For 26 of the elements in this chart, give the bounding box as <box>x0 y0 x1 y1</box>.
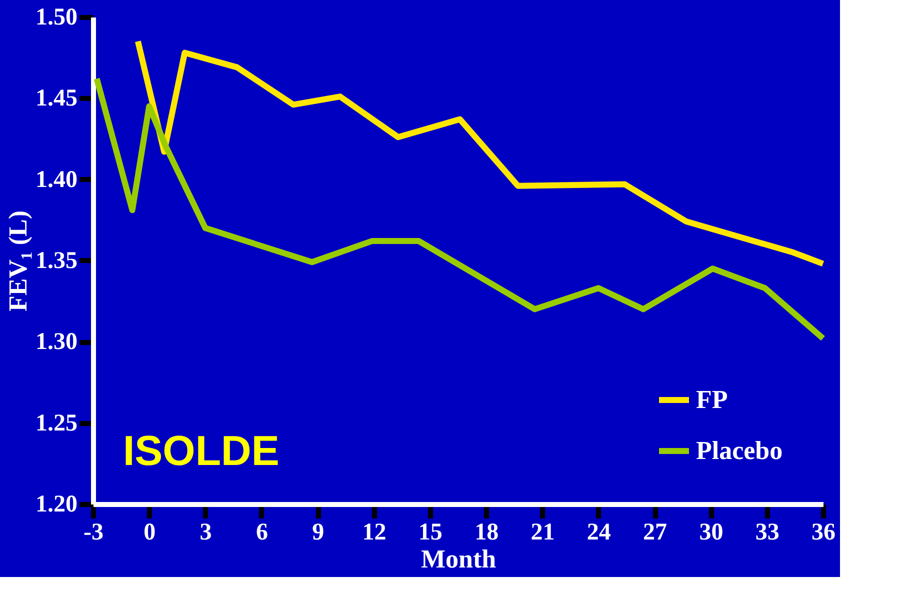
y-tick-label: 1.50 <box>36 4 78 30</box>
x-tick-label: -3 <box>84 520 104 546</box>
y-tick-label: 1.30 <box>36 329 78 356</box>
x-tick-label: 12 <box>362 520 386 546</box>
x-tick-label: 36 <box>812 520 836 546</box>
x-tick-label: 21 <box>530 520 555 546</box>
y-tick-label: 1.35 <box>36 248 78 274</box>
y-tick-label: 1.25 <box>36 410 78 436</box>
x-tick-label: 24 <box>586 520 611 546</box>
x-tick-label: 3 <box>200 520 212 546</box>
x-tick-label: 9 <box>312 520 324 546</box>
x-tick-label: 30 <box>699 520 724 546</box>
x-tick-label: 27 <box>643 520 668 546</box>
x-tick-label: 0 <box>144 520 156 546</box>
y-axis-title: FEV₁ (L) <box>4 210 32 312</box>
y-tick-label: 1.45 <box>36 86 78 112</box>
x-tick-label: 6 <box>256 520 268 546</box>
x-tick-label: 33 <box>755 520 780 546</box>
x-tick-label: 15 <box>418 520 442 546</box>
annotation: ISOLDE <box>123 427 280 474</box>
legend-label: FP <box>696 385 728 414</box>
y-tick-label: 1.20 <box>36 492 78 518</box>
x-tick-label: 18 <box>474 520 499 546</box>
y-tick-label: 1.40 <box>36 166 78 193</box>
x-axis-title: Month <box>420 544 497 574</box>
legend-label: Placebo <box>696 436 783 465</box>
